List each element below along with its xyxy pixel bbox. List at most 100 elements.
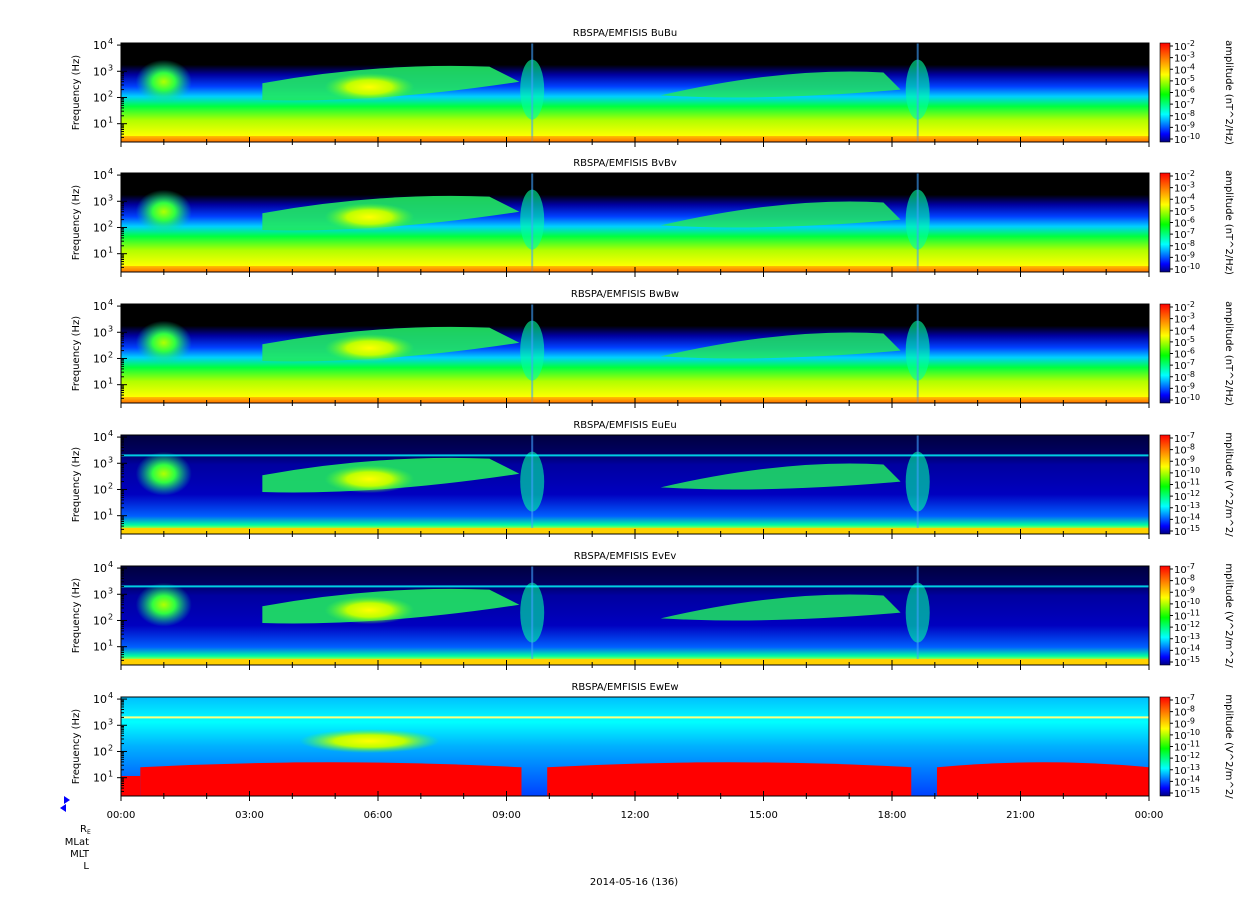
colorbar-tick-label: 10 bbox=[1174, 326, 1187, 337]
colorbar-tick-label: 10 bbox=[1174, 135, 1187, 146]
emission-region bbox=[135, 451, 192, 496]
colorbar-tick-label-exponent: -12 bbox=[1187, 751, 1200, 760]
y-tick-label: 10 bbox=[93, 483, 107, 496]
colorbar-tick-label: 10 bbox=[1174, 373, 1187, 384]
colorbar-tick-label-exponent: -12 bbox=[1187, 489, 1200, 498]
colorbar-tick-label: 10 bbox=[1174, 54, 1187, 65]
perigee-line bbox=[531, 43, 534, 142]
y-tick-label-exponent: 3 bbox=[108, 717, 113, 726]
x-tick-label: 06:00 bbox=[364, 810, 393, 821]
interference-line bbox=[121, 585, 1149, 588]
colorbar-tick-label-exponent: -10 bbox=[1187, 728, 1200, 737]
colorbar-tick-label: 10 bbox=[1174, 635, 1187, 646]
colorbar-tick-label: 10 bbox=[1174, 195, 1187, 206]
blue-triangle-marker-icon bbox=[60, 804, 66, 812]
emission-region bbox=[660, 332, 901, 359]
colorbar-tick-label-exponent: -7 bbox=[1187, 97, 1195, 106]
y-tick-label-exponent: 2 bbox=[108, 481, 113, 490]
colorbar-tick-label-exponent: -6 bbox=[1187, 216, 1195, 225]
colorbar-tick-label: 10 bbox=[1174, 612, 1187, 623]
x-tick-label: 15:00 bbox=[749, 810, 778, 821]
perigee-line bbox=[531, 435, 534, 534]
y-tick-label-exponent: 1 bbox=[108, 377, 113, 386]
colorbar-tick-label: 10 bbox=[1174, 623, 1187, 634]
colorbar-tick-label-exponent: -7 bbox=[1187, 693, 1195, 702]
colorbar-tick-label: 10 bbox=[1174, 565, 1187, 576]
colorbar-tick-label-exponent: -9 bbox=[1187, 120, 1195, 129]
colorbar-tick-label: 10 bbox=[1174, 743, 1187, 754]
perigee-line bbox=[916, 173, 919, 272]
y-tick-label: 10 bbox=[93, 457, 107, 470]
colorbar-tick-label-exponent: -5 bbox=[1187, 74, 1195, 83]
x-tick-label: 18:00 bbox=[878, 810, 907, 821]
colorbar-tick-label: 10 bbox=[1174, 65, 1187, 76]
colorbar-tick-label: 10 bbox=[1174, 527, 1187, 538]
y-tick-label: 10 bbox=[93, 772, 107, 785]
colorbar-tick-label: 10 bbox=[1174, 492, 1187, 503]
y-tick-label-exponent: 3 bbox=[108, 193, 113, 202]
y-tick-label: 10 bbox=[93, 431, 107, 444]
y-axis-label: Frequency (Hz) bbox=[71, 447, 82, 523]
colorbar-tick-label-exponent: -6 bbox=[1187, 347, 1195, 356]
colorbar-tick-label: 10 bbox=[1174, 315, 1187, 326]
emission-region bbox=[660, 594, 901, 621]
emission-core bbox=[324, 73, 415, 102]
colorbar bbox=[1159, 565, 1171, 666]
y-axis-label: Frequency (Hz) bbox=[71, 316, 82, 392]
colorbar-tick-label-exponent: -8 bbox=[1187, 370, 1195, 379]
colorbar-tick-label-exponent: -9 bbox=[1187, 381, 1195, 390]
colorbar-tick-label: 10 bbox=[1174, 577, 1187, 588]
colorbar-tick-label-exponent: -3 bbox=[1187, 312, 1195, 321]
colorbar-tick-label: 10 bbox=[1174, 338, 1187, 349]
colorbar-tick-label: 10 bbox=[1174, 777, 1187, 788]
blue-triangle-marker-icon bbox=[64, 796, 70, 804]
colorbar-tick-label: 10 bbox=[1174, 719, 1187, 730]
y-tick-label-exponent: 2 bbox=[108, 219, 113, 228]
colorbar-tick-label-exponent: -8 bbox=[1187, 239, 1195, 248]
colorbar-tick-label-exponent: -10 bbox=[1187, 132, 1200, 141]
x-tick-label: 21:00 bbox=[1006, 810, 1035, 821]
y-axis-label: Frequency (Hz) bbox=[71, 578, 82, 654]
ephemeris-label-mlat: MLat bbox=[65, 837, 89, 848]
x-tick-label: 03:00 bbox=[235, 810, 264, 821]
y-tick-label: 10 bbox=[93, 91, 107, 104]
colorbar-tick-label: 10 bbox=[1174, 42, 1187, 53]
emission-core bbox=[324, 203, 415, 232]
colorbar-tick-label-exponent: -9 bbox=[1187, 454, 1195, 463]
colorbar-tick-label: 10 bbox=[1174, 600, 1187, 611]
colorbar-tick-label-exponent: -11 bbox=[1187, 478, 1200, 487]
colorbar-tick-label-exponent: -4 bbox=[1187, 62, 1195, 71]
colorbar-tick-label: 10 bbox=[1174, 446, 1187, 457]
date-label: 2014-05-16 (136) bbox=[590, 877, 678, 888]
colorbar-tick-label: 10 bbox=[1174, 230, 1187, 241]
interference-line bbox=[121, 454, 1149, 457]
y-tick-label-exponent: 4 bbox=[108, 691, 113, 700]
emission-core bbox=[324, 596, 415, 625]
colorbar-tick-label: 10 bbox=[1174, 219, 1187, 230]
y-tick-label: 10 bbox=[93, 65, 107, 78]
colorbar-tick-label: 10 bbox=[1174, 172, 1187, 183]
x-tick-label: 00:00 bbox=[1135, 810, 1164, 821]
y-tick-label-exponent: 2 bbox=[108, 350, 113, 359]
panel-title: RBSPA/EMFISIS BuBu bbox=[573, 28, 677, 39]
emission-region bbox=[660, 71, 901, 98]
colorbar-tick-label: 10 bbox=[1174, 469, 1187, 480]
y-tick-label-exponent: 2 bbox=[108, 743, 113, 752]
colorbar-label: amplitude (nT^2/Hz) bbox=[1223, 170, 1234, 275]
low-freq-band bbox=[936, 762, 1149, 796]
colorbar bbox=[1159, 696, 1171, 797]
colorbar-tick-label-exponent: -7 bbox=[1187, 358, 1195, 367]
low-freq-band bbox=[140, 762, 522, 796]
y-tick-label-exponent: 1 bbox=[108, 639, 113, 648]
y-tick-label: 10 bbox=[93, 719, 107, 732]
colorbar-label: amplitude (nT^2/Hz) bbox=[1223, 40, 1234, 145]
colorbar-tick-label: 10 bbox=[1174, 481, 1187, 492]
colorbar-tick-label-exponent: -10 bbox=[1187, 466, 1200, 475]
ephemeris-label-re: R bbox=[80, 824, 87, 835]
panel-title: RBSPA/EMFISIS BvBv bbox=[573, 158, 677, 169]
colorbar-tick-label-exponent: -3 bbox=[1187, 51, 1195, 60]
